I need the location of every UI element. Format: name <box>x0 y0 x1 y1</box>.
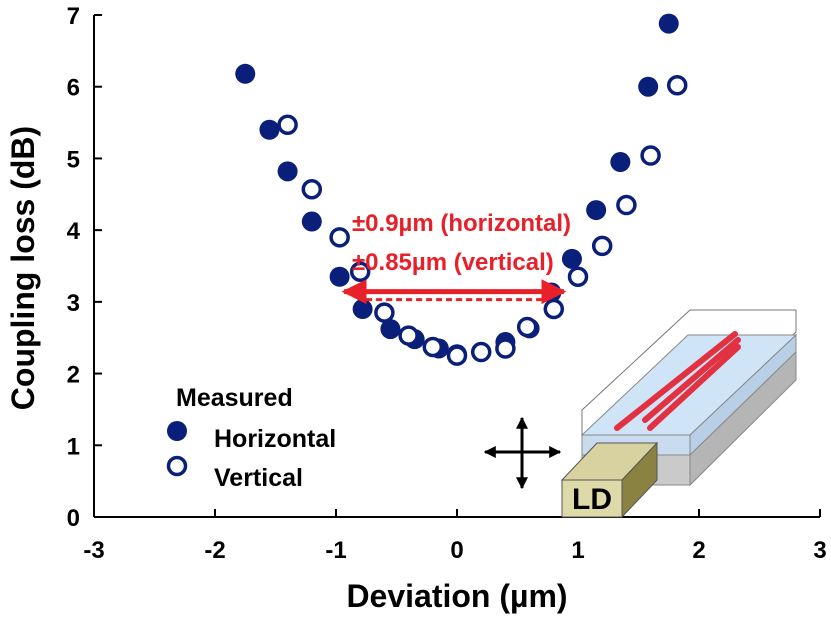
y-tick-label: 7 <box>67 3 80 30</box>
x-tick-label: 2 <box>692 537 705 564</box>
point-vertical <box>329 227 350 248</box>
x-tick-label: 0 <box>450 537 463 564</box>
y-tick-label: 1 <box>67 433 80 460</box>
point-vertical <box>543 298 565 320</box>
y-tick-label: 6 <box>67 75 80 102</box>
point-vertical <box>616 194 637 216</box>
point-horizontal <box>658 13 679 34</box>
point-horizontal <box>259 119 280 140</box>
y-tick-label: 2 <box>67 362 80 389</box>
point-vertical <box>666 75 688 96</box>
legend: Measured Horizontal Vertical <box>166 384 336 492</box>
waveguides <box>614 331 741 431</box>
point-horizontal <box>380 319 401 340</box>
legend-label-horizontal: Horizontal <box>214 425 336 453</box>
x-tick-label: -2 <box>204 537 225 564</box>
legend-title: Measured <box>176 384 293 412</box>
point-vertical <box>422 336 444 358</box>
ld-label: LD <box>572 483 612 516</box>
x-tick-label: -3 <box>83 537 104 564</box>
point-horizontal <box>610 152 631 173</box>
point-vertical <box>374 302 395 323</box>
point-horizontal <box>277 161 298 182</box>
point-horizontal <box>352 299 373 320</box>
legend-marker-vertical <box>166 455 188 477</box>
point-horizontal <box>638 76 659 97</box>
y-ticks: 0 1 2 3 4 5 6 7 <box>67 3 102 532</box>
point-vertical <box>446 345 468 366</box>
move-arrows-icon <box>483 416 562 490</box>
y-tick-label: 3 <box>67 290 80 317</box>
point-vertical <box>277 114 298 135</box>
point-horizontal <box>586 200 607 221</box>
x-tick-label: -1 <box>325 537 346 564</box>
x-tick-label: 3 <box>813 537 826 564</box>
annotation-horizontal: ±0.9µm (horizontal) <box>352 210 571 237</box>
point-vertical <box>516 316 538 338</box>
ld-front <box>561 479 623 518</box>
series-vertical <box>277 75 688 366</box>
x-tick-label: 1 <box>571 537 584 564</box>
x-axis-title: Deviation (µm) <box>346 578 567 614</box>
x-ticks: -3 -2 -1 0 1 2 3 <box>83 509 827 564</box>
y-tick-label: 5 <box>67 146 80 173</box>
point-horizontal <box>561 248 582 269</box>
device-inset: LD <box>483 309 798 519</box>
point-vertical <box>640 145 661 166</box>
y-tick-label: 0 <box>67 505 80 532</box>
y-tick-label: 4 <box>67 218 81 245</box>
point-vertical <box>470 341 492 363</box>
point-horizontal <box>235 63 256 84</box>
point-vertical <box>591 235 613 257</box>
point-vertical <box>495 338 516 359</box>
point-horizontal <box>301 211 322 232</box>
point-horizontal <box>329 266 350 287</box>
point-vertical <box>567 266 589 288</box>
y-axis-title: Coupling loss (dB) <box>5 126 41 410</box>
legend-marker-horizontal <box>167 421 187 441</box>
annotation-vertical: ±0.85µm (vertical) <box>352 249 554 276</box>
point-vertical <box>301 179 323 200</box>
point-vertical <box>398 325 419 346</box>
legend-label-vertical: Vertical <box>214 464 303 492</box>
